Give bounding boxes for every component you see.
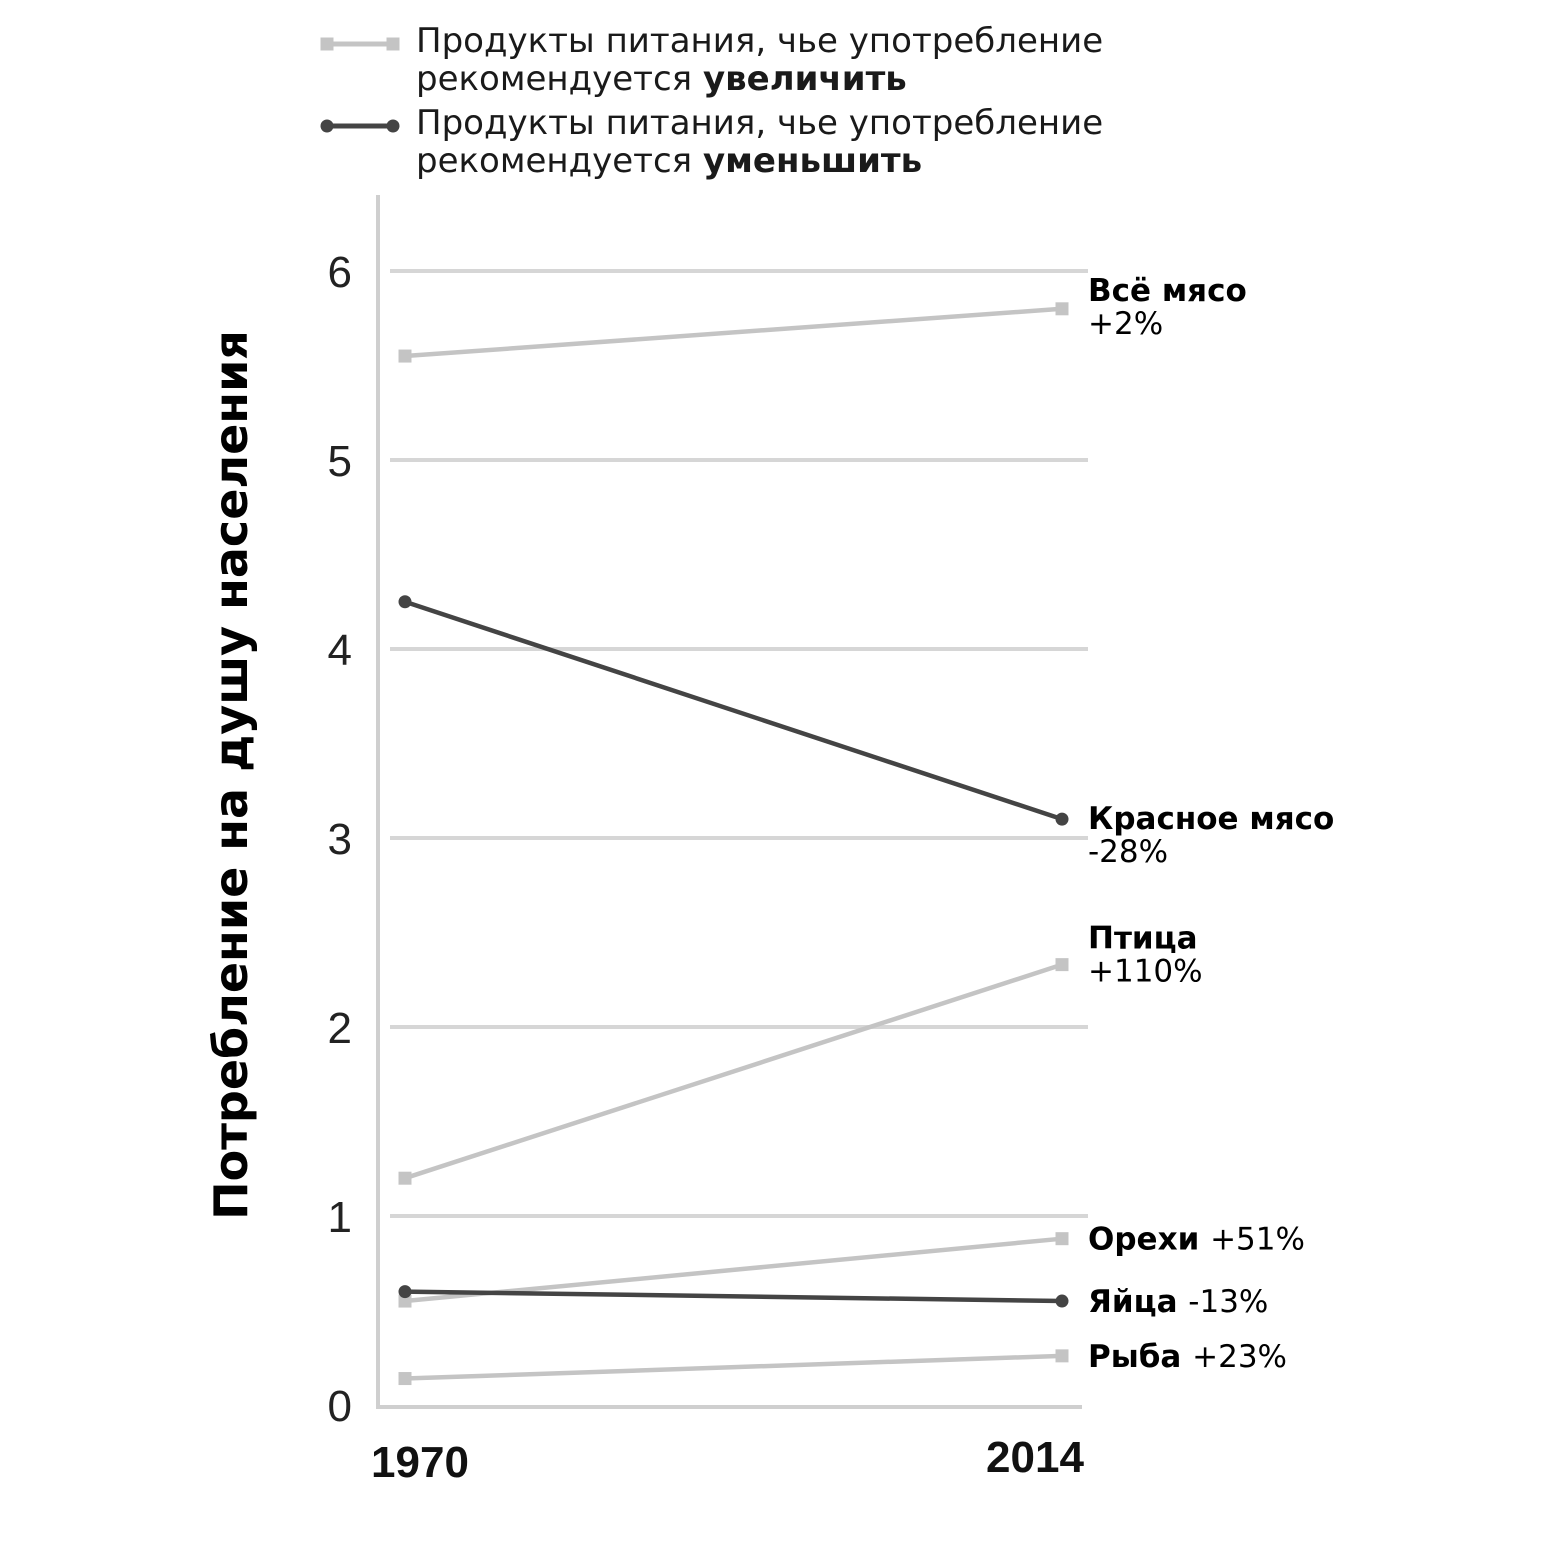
y-tick-label-6: 6	[328, 248, 352, 297]
series-5-point-1970	[398, 1372, 412, 1386]
series-3-line	[404, 1236, 1063, 1304]
series-5-point-2014	[1055, 1349, 1069, 1363]
series-0	[398, 302, 1069, 363]
legend-text-line1: Продукты питания, чье употребление	[416, 103, 1103, 143]
series-4-point-1970	[398, 1285, 412, 1299]
series-0-point-1970	[398, 349, 412, 363]
series-4-label: Яйца -13%	[1088, 1284, 1268, 1320]
series-1-label: Красное мясо-28%	[1088, 801, 1334, 870]
series-1-point-1970	[398, 595, 412, 609]
series-3	[398, 1232, 1069, 1308]
y-tick-label-0: 0	[328, 1382, 352, 1431]
series-2-line	[404, 962, 1063, 1181]
series-3-point-2014	[1055, 1232, 1069, 1246]
axes: 0 1 2 3 4 5 6 1970 2014 Потребление на душу насел…	[204, 195, 1084, 1487]
legend-text-normal: рекомендуется	[416, 141, 703, 181]
legend-text-line2: рекомендуется уменьшить	[416, 141, 922, 181]
y-tick-label-3: 3	[328, 815, 352, 864]
y-axis-title: Потребление на душу населения	[204, 330, 258, 1220]
series-1-name: Красное мясо	[1088, 801, 1334, 837]
x-tick-label-1970: 1970	[371, 1438, 469, 1487]
series-5	[398, 1349, 1069, 1386]
series-0-point-2014	[1055, 302, 1069, 316]
y-tick-label-1: 1	[328, 1193, 352, 1242]
series-3-name: Орехи +51%	[1088, 1222, 1305, 1258]
legend-entry-increase: Продукты питания, чье употреблениерекоме…	[320, 21, 1103, 99]
series-0-change: +2%	[1088, 306, 1163, 342]
series-5-name: Рыба +23%	[1088, 1339, 1287, 1375]
series-5-label: Рыба +23%	[1088, 1339, 1287, 1375]
legend: Продукты питания, чье употреблениерекоме…	[320, 21, 1103, 181]
series-0-name: Всё мясо	[1088, 273, 1247, 309]
series-4-name: Яйца -13%	[1088, 1284, 1268, 1320]
legend-text-bold: увеличить	[703, 59, 907, 99]
legend-marker-end	[386, 37, 400, 51]
series-1-line	[404, 599, 1063, 822]
series-1	[398, 595, 1069, 826]
series-2	[398, 958, 1069, 1185]
series-4	[398, 1285, 1069, 1308]
series-4-point-2014	[1055, 1294, 1069, 1308]
series-2-name: Птица	[1088, 921, 1198, 957]
legend-text-bold: уменьшить	[703, 141, 922, 181]
series-labels: Всё мясо+2% Красное мясо-28% Птица+110% Оре…	[1088, 273, 1334, 1375]
series-5-line	[404, 1353, 1063, 1381]
series-2-point-1970	[398, 1171, 412, 1185]
series-2-point-2014	[1055, 958, 1069, 972]
grid-lines	[390, 269, 1088, 1218]
legend-marker-start	[320, 119, 334, 133]
series-0-line	[404, 306, 1063, 359]
y-tick-label-2: 2	[328, 1004, 352, 1053]
legend-text-line2: рекомендуется увеличить	[416, 59, 907, 99]
legend-entry-decrease: Продукты питания, чье употреблениерекоме…	[320, 103, 1103, 181]
series-1-point-2014	[1055, 812, 1069, 826]
series-2-change: +110%	[1088, 954, 1203, 990]
series-2-label: Птица+110%	[1088, 921, 1203, 990]
series-3-change: +51%	[1210, 1222, 1305, 1258]
series-1-change: -28%	[1088, 834, 1168, 870]
series-0-label: Всё мясо+2%	[1088, 273, 1247, 342]
series-5-change: +23%	[1192, 1339, 1287, 1375]
legend-marker-start	[320, 37, 334, 51]
series-group	[398, 302, 1069, 1386]
x-tick-label-2014: 2014	[986, 1433, 1084, 1482]
y-tick-label-5: 5	[328, 437, 352, 486]
series-3-label: Орехи +51%	[1088, 1222, 1305, 1258]
legend-text-line1: Продукты питания, чье употребление	[416, 21, 1103, 61]
series-3-point-1970	[398, 1294, 412, 1308]
legend-marker-end	[386, 119, 400, 133]
series-4-change: -13%	[1188, 1284, 1268, 1320]
legend-text-normal: рекомендуется	[416, 59, 703, 99]
series-4-line	[404, 1289, 1063, 1304]
y-tick-label-4: 4	[328, 626, 352, 675]
